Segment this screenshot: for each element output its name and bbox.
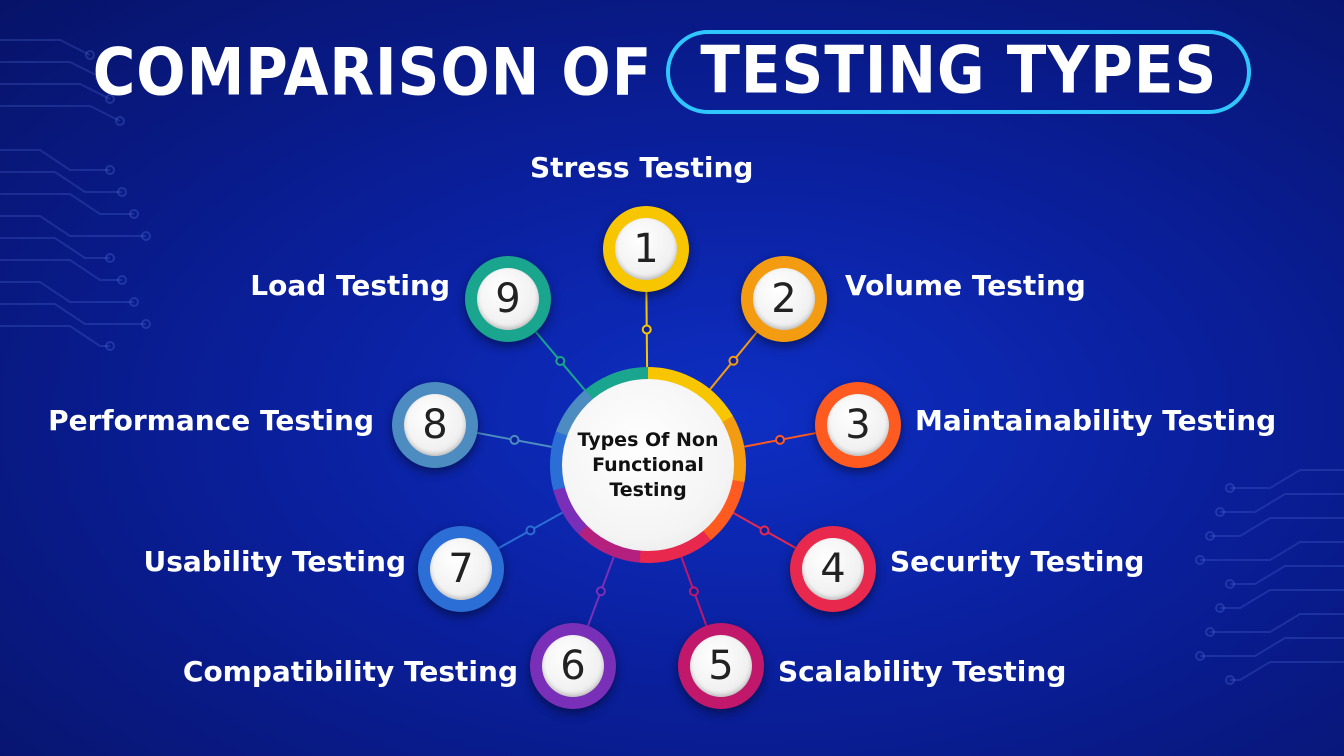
node-1-number: 1: [615, 218, 677, 280]
center-line-1: Types Of Non: [577, 428, 719, 451]
node-2: 2: [741, 256, 827, 342]
circuit-node: [129, 297, 139, 307]
circuit-trace: [0, 325, 110, 347]
circuit-trace: [1230, 565, 1344, 585]
connector-dot-7: [525, 525, 536, 536]
node-8-number: 8: [404, 394, 466, 456]
connector-dot-8: [509, 434, 520, 445]
circuit-trace: [0, 259, 122, 281]
connector-dot-6: [595, 586, 606, 597]
circuit-trace: [1230, 469, 1344, 489]
circuit-node: [115, 116, 125, 126]
node-8: 8: [392, 382, 478, 468]
node-1: 1: [603, 206, 689, 292]
connector-dot-4: [759, 525, 770, 536]
title-pill: TESTING TYPES: [666, 30, 1252, 114]
node-3: 3: [815, 382, 901, 468]
label-performance-testing: Performance Testing: [48, 404, 374, 437]
label-stress-testing: Stress Testing: [530, 151, 754, 184]
circuit-node: [105, 165, 115, 175]
node-6: 6: [530, 623, 616, 709]
node-5-number: 5: [690, 635, 752, 697]
node-5: 5: [678, 623, 764, 709]
title-left: COMPARISON OF: [92, 33, 653, 111]
node-6-number: 6: [542, 635, 604, 697]
circuit-trace: [1220, 493, 1344, 513]
circuit-trace: [1200, 541, 1344, 561]
circuit-node: [95, 72, 105, 82]
circuit-node: [129, 209, 139, 219]
circuit-node: [105, 253, 115, 263]
label-security-testing: Security Testing: [890, 545, 1145, 578]
center-hub: Types Of Non Functional Testing: [550, 367, 746, 563]
circuit-node: [1225, 675, 1235, 685]
node-7-number: 7: [430, 538, 492, 600]
circuit-trace: [1210, 613, 1344, 633]
circuit-node: [117, 275, 127, 285]
circuit-trace: [0, 39, 91, 56]
node-7: 7: [418, 526, 504, 612]
node-4: 4: [790, 526, 876, 612]
circuit-node: [105, 341, 115, 351]
circuit-trace: [0, 193, 134, 215]
node-2-number: 2: [753, 268, 815, 330]
label-volume-testing: Volume Testing: [845, 269, 1086, 302]
circuit-trace: [0, 237, 110, 259]
title-right: TESTING TYPES: [700, 31, 1218, 109]
circuit-node: [141, 231, 151, 241]
connector-dot-2: [728, 355, 739, 366]
circuit-node: [1205, 627, 1215, 637]
connector-dot-9: [555, 355, 566, 366]
circuit-node: [1195, 651, 1205, 661]
circuit-node: [1215, 603, 1225, 613]
circuit-node: [1195, 555, 1205, 565]
circuit-node: [1225, 579, 1235, 589]
label-usability-testing: Usability Testing: [143, 545, 406, 578]
center-line-2: Functional: [592, 453, 704, 476]
connector-dot-3: [775, 434, 786, 445]
node-9: 9: [465, 256, 551, 342]
circuit-trace: [1200, 637, 1344, 657]
circuit-trace: [0, 149, 110, 171]
circuit-trace: [0, 105, 121, 122]
label-load-testing: Load Testing: [250, 269, 450, 302]
label-scalability-testing: Scalability Testing: [778, 655, 1067, 688]
title: COMPARISON OF TESTING TYPES: [0, 30, 1344, 114]
circuit-node: [1215, 507, 1225, 517]
label-maintainability-testing: Maintainability Testing: [915, 404, 1277, 437]
circuit-trace: [0, 281, 134, 303]
center-line-3: Testing: [609, 478, 687, 501]
circuit-trace: [0, 83, 111, 100]
circuit-node: [85, 50, 95, 60]
node-4-number: 4: [802, 538, 864, 600]
circuit-trace: [1210, 517, 1344, 537]
circuit-trace: [0, 61, 101, 78]
node-9-number: 9: [477, 268, 539, 330]
circuit-node: [1225, 483, 1235, 493]
center-label: Types Of Non Functional Testing: [562, 379, 734, 551]
circuit-trace: [0, 171, 122, 193]
circuit-trace: [0, 303, 146, 325]
circuit-trace: [1220, 589, 1344, 609]
circuit-trace: [1230, 661, 1344, 681]
circuit-node: [117, 187, 127, 197]
circuit-node: [1205, 531, 1215, 541]
circuit-node: [141, 319, 151, 329]
connector-dot-5: [688, 586, 699, 597]
circuit-trace: [0, 215, 146, 237]
connector-dot-1: [641, 324, 652, 335]
node-3-number: 3: [827, 394, 889, 456]
label-compatibility-testing: Compatibility Testing: [182, 655, 518, 688]
circuit-node: [105, 94, 115, 104]
